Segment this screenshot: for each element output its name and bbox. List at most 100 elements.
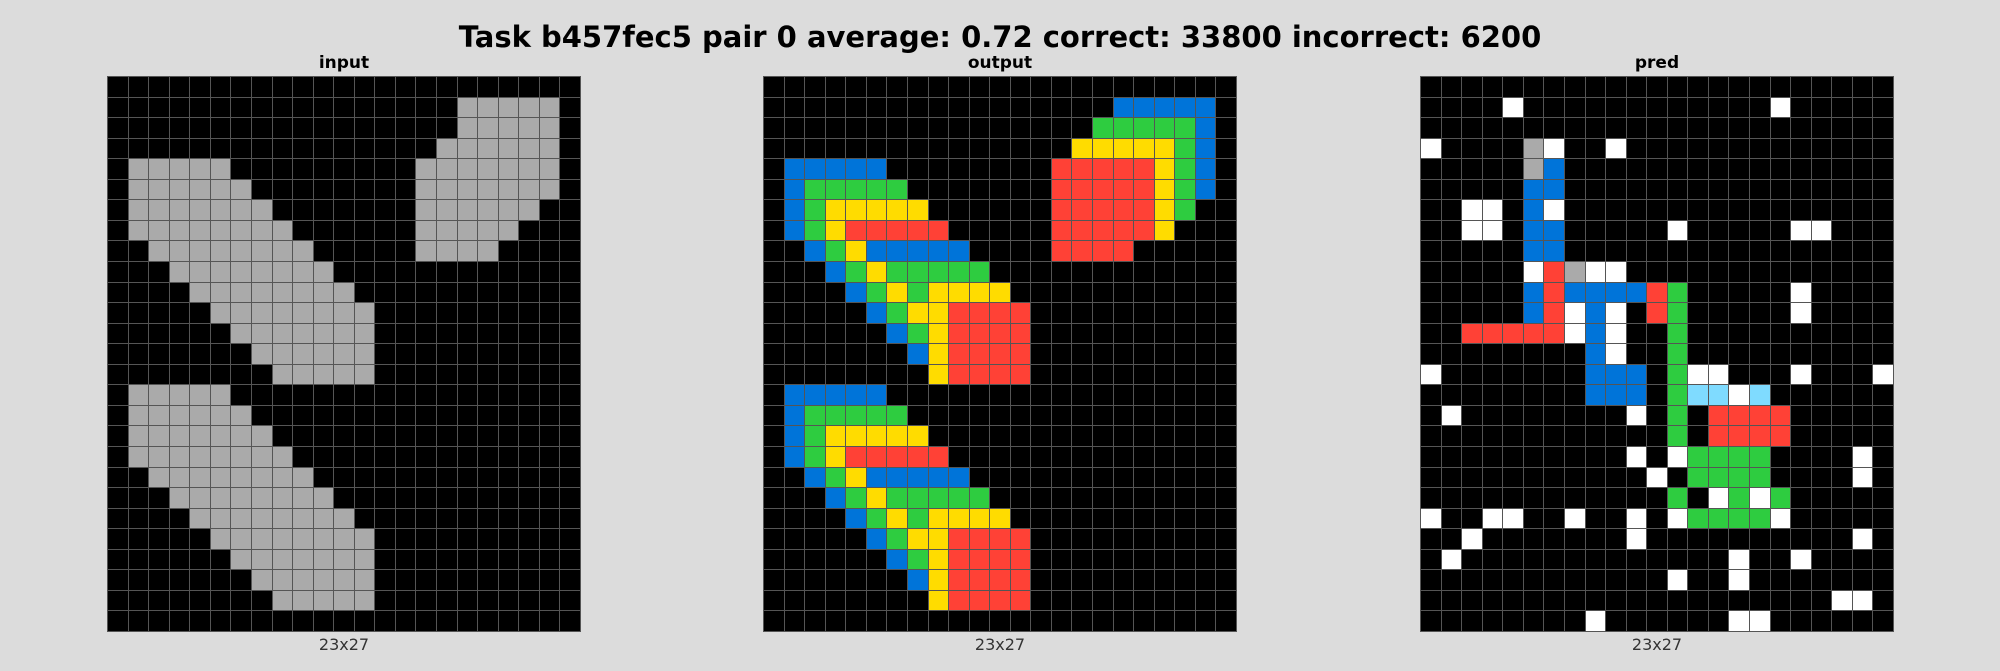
grid-cell	[1503, 467, 1523, 488]
grid-size-caption: 23x27	[1631, 635, 1683, 654]
grid-cell	[334, 200, 354, 220]
grid-cell	[478, 159, 498, 179]
grid-cell	[1113, 405, 1134, 426]
grid-cell	[825, 282, 846, 303]
grid-cell	[846, 488, 866, 508]
grid-cell	[1832, 508, 1852, 529]
grid-cell	[1688, 118, 1708, 138]
grid-cell	[887, 405, 907, 426]
grid-cell	[866, 179, 887, 200]
grid-cell	[334, 241, 354, 261]
grid-cell	[805, 303, 825, 323]
grid-cell	[395, 446, 416, 467]
grid-cell	[293, 405, 313, 426]
grid-cell	[457, 118, 478, 138]
grid-cell	[1791, 241, 1811, 261]
grid-cell	[1421, 426, 1441, 446]
grid-cell	[1791, 508, 1811, 529]
grid-cell	[1564, 570, 1585, 590]
grid-cell	[949, 77, 969, 97]
grid-cell	[825, 77, 846, 97]
grid-cell	[108, 590, 128, 611]
grid-cell	[1667, 344, 1688, 364]
grid-cell	[108, 179, 128, 200]
grid-cell	[1195, 241, 1216, 261]
grid-cell	[949, 570, 969, 590]
grid-cell	[334, 590, 354, 611]
grid-cell	[313, 118, 334, 138]
grid-cell	[1462, 467, 1482, 488]
grid-cell	[1031, 138, 1051, 159]
grid-cell	[1729, 220, 1750, 241]
grid-cell	[395, 549, 416, 570]
grid-cell	[969, 467, 990, 488]
grid-cell	[1544, 488, 1564, 508]
grid-cell	[1051, 220, 1072, 241]
grid-cell	[1421, 364, 1441, 385]
grid-cell	[1832, 344, 1852, 364]
grid-cell	[1688, 385, 1708, 405]
grid-cell	[560, 200, 580, 220]
grid-cell	[1051, 261, 1072, 282]
grid-cell	[1175, 303, 1195, 323]
grid-cell	[1729, 303, 1750, 323]
grid-cell	[1072, 344, 1093, 364]
grid-cell	[1852, 200, 1873, 220]
grid-cell	[1031, 611, 1051, 631]
grid-cell	[907, 241, 928, 261]
grid-cell	[784, 138, 805, 159]
grid-cell	[1873, 549, 1893, 570]
grid-cell	[293, 118, 313, 138]
grid-cell	[825, 529, 846, 549]
grid-cell	[1482, 323, 1503, 344]
grid-cell	[416, 77, 437, 97]
grid-cell	[539, 282, 560, 303]
grid-cell	[437, 303, 457, 323]
grid-cell	[1667, 159, 1688, 179]
grid-cell	[1770, 179, 1791, 200]
grid-cell	[498, 426, 519, 446]
grid-cell	[1688, 590, 1708, 611]
grid-cell	[437, 488, 457, 508]
grid-cell	[1770, 282, 1791, 303]
grid-cell	[190, 179, 210, 200]
grid-cell	[437, 529, 457, 549]
grid-cell	[1688, 159, 1708, 179]
grid-cell	[846, 570, 866, 590]
grid-cell	[395, 488, 416, 508]
grid-cell	[1175, 426, 1195, 446]
grid-cell	[1873, 138, 1893, 159]
grid-cell	[1462, 118, 1482, 138]
grid-cell	[1667, 323, 1688, 344]
grid-cell	[169, 220, 190, 241]
grid-cell	[1791, 529, 1811, 549]
grid-cell	[1134, 488, 1154, 508]
grid-cell	[395, 97, 416, 118]
grid-cell	[1667, 446, 1688, 467]
grid-cell	[313, 323, 334, 344]
grid-cell	[1503, 344, 1523, 364]
grid-cell	[519, 303, 539, 323]
grid-cell	[1544, 97, 1564, 118]
pred-grid	[1420, 76, 1894, 632]
grid-cell	[1873, 159, 1893, 179]
grid-cell	[539, 549, 560, 570]
grid-cell	[1606, 282, 1626, 303]
grid-cell	[375, 303, 395, 323]
grid-cell	[478, 488, 498, 508]
grid-cell	[108, 426, 128, 446]
grid-cell	[846, 344, 866, 364]
grid-cell	[1873, 488, 1893, 508]
grid-cell	[478, 179, 498, 200]
grid-cell	[313, 611, 334, 631]
grid-cell	[1503, 282, 1523, 303]
grid-cell	[313, 97, 334, 118]
grid-cell	[1113, 364, 1134, 385]
grid-cell	[313, 77, 334, 97]
grid-cell	[293, 303, 313, 323]
grid-cell	[1421, 138, 1441, 159]
grid-cell	[1544, 611, 1564, 631]
grid-cell	[1503, 570, 1523, 590]
grid-cell	[1708, 611, 1729, 631]
grid-cell	[949, 611, 969, 631]
